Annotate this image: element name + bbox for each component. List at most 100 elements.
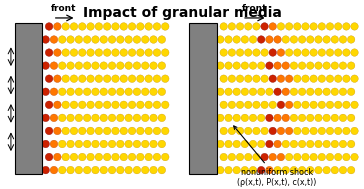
- Circle shape: [310, 101, 317, 108]
- Circle shape: [326, 153, 334, 161]
- Circle shape: [274, 114, 281, 122]
- Circle shape: [339, 62, 347, 69]
- Circle shape: [158, 166, 166, 174]
- Circle shape: [225, 166, 232, 174]
- Circle shape: [236, 153, 244, 161]
- Circle shape: [59, 166, 66, 174]
- Circle shape: [150, 36, 157, 43]
- Circle shape: [318, 127, 325, 135]
- Circle shape: [253, 75, 260, 82]
- Circle shape: [266, 140, 273, 148]
- Circle shape: [133, 140, 141, 148]
- Circle shape: [136, 23, 144, 30]
- Circle shape: [220, 153, 228, 161]
- Circle shape: [150, 62, 157, 69]
- Circle shape: [83, 88, 91, 96]
- Circle shape: [290, 140, 298, 148]
- Circle shape: [306, 166, 314, 174]
- Circle shape: [285, 49, 293, 56]
- Circle shape: [95, 23, 103, 30]
- Circle shape: [228, 101, 236, 108]
- Circle shape: [42, 36, 50, 43]
- Circle shape: [306, 88, 314, 95]
- Circle shape: [153, 75, 161, 82]
- Circle shape: [54, 75, 61, 82]
- Circle shape: [116, 114, 124, 122]
- Circle shape: [67, 140, 74, 148]
- Circle shape: [277, 75, 285, 82]
- Circle shape: [274, 140, 281, 148]
- Circle shape: [298, 36, 306, 43]
- Circle shape: [228, 75, 236, 82]
- Circle shape: [253, 23, 260, 30]
- Circle shape: [145, 153, 153, 161]
- Circle shape: [162, 75, 169, 82]
- Circle shape: [310, 127, 317, 135]
- Circle shape: [128, 153, 136, 161]
- Circle shape: [233, 88, 240, 95]
- Circle shape: [217, 88, 224, 95]
- Circle shape: [245, 127, 252, 135]
- Circle shape: [228, 49, 236, 56]
- Circle shape: [274, 166, 281, 174]
- Circle shape: [253, 101, 260, 108]
- Circle shape: [103, 23, 111, 30]
- Circle shape: [282, 140, 289, 148]
- Circle shape: [125, 166, 132, 174]
- Circle shape: [162, 127, 169, 135]
- Circle shape: [306, 62, 314, 69]
- Circle shape: [261, 101, 268, 108]
- Circle shape: [282, 62, 289, 69]
- Circle shape: [62, 127, 70, 135]
- Circle shape: [45, 23, 53, 30]
- Circle shape: [245, 75, 252, 82]
- Circle shape: [245, 49, 252, 56]
- Circle shape: [136, 127, 144, 135]
- Circle shape: [290, 36, 298, 43]
- Circle shape: [315, 36, 322, 43]
- Circle shape: [331, 140, 339, 148]
- Circle shape: [347, 114, 355, 122]
- Circle shape: [249, 140, 257, 148]
- Circle shape: [326, 23, 334, 30]
- Circle shape: [290, 114, 298, 122]
- Circle shape: [54, 49, 61, 56]
- Circle shape: [59, 88, 66, 96]
- Circle shape: [75, 36, 83, 43]
- Circle shape: [108, 114, 116, 122]
- Circle shape: [293, 127, 301, 135]
- Circle shape: [100, 114, 107, 122]
- Circle shape: [153, 49, 161, 56]
- Circle shape: [162, 101, 169, 109]
- Circle shape: [158, 36, 166, 43]
- Circle shape: [120, 75, 127, 82]
- Circle shape: [125, 88, 132, 96]
- Circle shape: [306, 36, 314, 43]
- Circle shape: [150, 166, 157, 174]
- Circle shape: [257, 114, 265, 122]
- Circle shape: [50, 166, 58, 174]
- Circle shape: [277, 49, 285, 56]
- Circle shape: [42, 62, 50, 69]
- Circle shape: [133, 114, 141, 122]
- Text: nonuniform shock
(ρ(x,t), P(x,t), c(x,t)): nonuniform shock (ρ(x,t), P(x,t), c(x,t)…: [234, 126, 316, 187]
- Circle shape: [293, 153, 301, 161]
- Circle shape: [95, 49, 103, 56]
- Circle shape: [220, 23, 228, 30]
- Circle shape: [269, 49, 277, 56]
- Circle shape: [128, 127, 136, 135]
- Circle shape: [331, 88, 339, 95]
- Circle shape: [261, 49, 268, 56]
- Circle shape: [116, 166, 124, 174]
- Circle shape: [133, 166, 141, 174]
- Circle shape: [335, 101, 342, 108]
- Circle shape: [245, 153, 252, 161]
- Circle shape: [42, 140, 50, 148]
- Circle shape: [95, 75, 103, 82]
- Circle shape: [142, 114, 149, 122]
- Circle shape: [108, 36, 116, 43]
- Circle shape: [54, 153, 61, 161]
- Circle shape: [145, 75, 153, 82]
- Circle shape: [45, 101, 53, 109]
- Circle shape: [54, 101, 61, 109]
